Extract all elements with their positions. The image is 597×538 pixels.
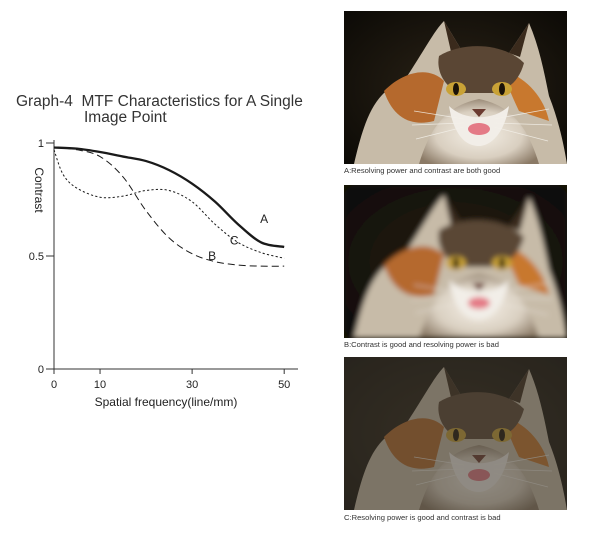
y-axis-label: Contrast (32, 167, 46, 213)
y-tick-label: 0.5 (29, 251, 44, 263)
x-tick-label: 0 (51, 379, 57, 391)
x-tick-label: 10 (94, 379, 106, 391)
y-tick-label: 0 (38, 364, 44, 376)
series-b-label: B (208, 249, 216, 263)
caption-c: C:Resolving power is good and contrast i… (344, 513, 501, 522)
series-c-line (53, 149, 285, 259)
cat-photo-c (344, 357, 567, 510)
cat-photo-b (344, 185, 567, 338)
x-tick-label: 50 (278, 379, 290, 391)
series-a-label: A (260, 212, 268, 226)
caption-b: B:Contrast is good and resolving power i… (344, 340, 499, 349)
series-c-label: C (230, 233, 239, 247)
x-tick-label: 30 (186, 379, 198, 391)
x-axis-label: Spatial frequency(line/mm) (95, 395, 238, 409)
graph-title-line-2: Image Point (84, 109, 167, 126)
y-tick-label: 1 (38, 138, 44, 150)
graph-title: Graph-4 MTF Characteristics for A Single… (16, 94, 331, 126)
series-a-line (53, 146, 285, 249)
caption-a: A:Resolving power and contrast are both … (344, 166, 501, 175)
graph-title-line-1: Graph-4 MTF Characteristics for A Single (16, 93, 303, 110)
series-b-line (53, 147, 285, 267)
cat-photo-a (344, 11, 567, 164)
